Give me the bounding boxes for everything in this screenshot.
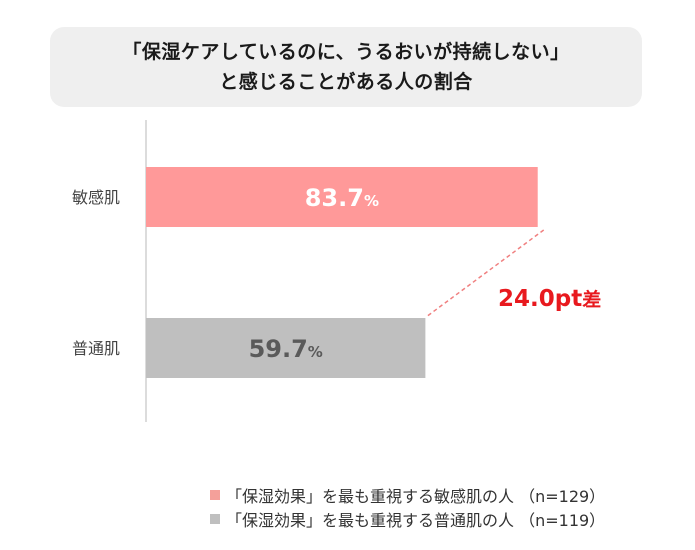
difference-annotation: 24.0pt差 [498,286,601,312]
bar-1 [146,318,426,378]
legend-item-sensitive: 「保湿効果」を最も重視する敏感肌の人 （n=129） [210,483,605,507]
bar-value-label-0: 83.7% [305,184,379,212]
difference-connector [426,229,545,317]
legend-item-normal: 「保湿効果」を最も重視する普通肌の人 （n=119） [210,507,605,531]
legend-label-normal: 「保湿効果」を最も重視する普通肌の人 （n=119） [226,511,606,530]
bar-0 [146,167,538,227]
chart-subtitle: と感じることがある人の割合 [219,71,473,93]
legend-swatch-normal [210,514,220,524]
chart-legend: 「保湿効果」を最も重視する敏感肌の人 （n=129） 「保湿効果」を最も重視する… [210,483,605,531]
category-label-1: 普通肌 [72,339,120,358]
chart-title: 「保湿ケアしているのに、うるおいが持続しない」 [122,41,570,63]
legend-swatch-sensitive [210,490,220,500]
category-label-0: 敏感肌 [72,188,120,207]
chart-title-box: 「保湿ケアしているのに、うるおいが持続しない」 と感じることがある人の割合 [50,27,642,107]
bar-value-label-1: 59.7% [249,335,323,363]
legend-label-sensitive: 「保湿効果」を最も重視する敏感肌の人 （n=129） [226,487,606,506]
